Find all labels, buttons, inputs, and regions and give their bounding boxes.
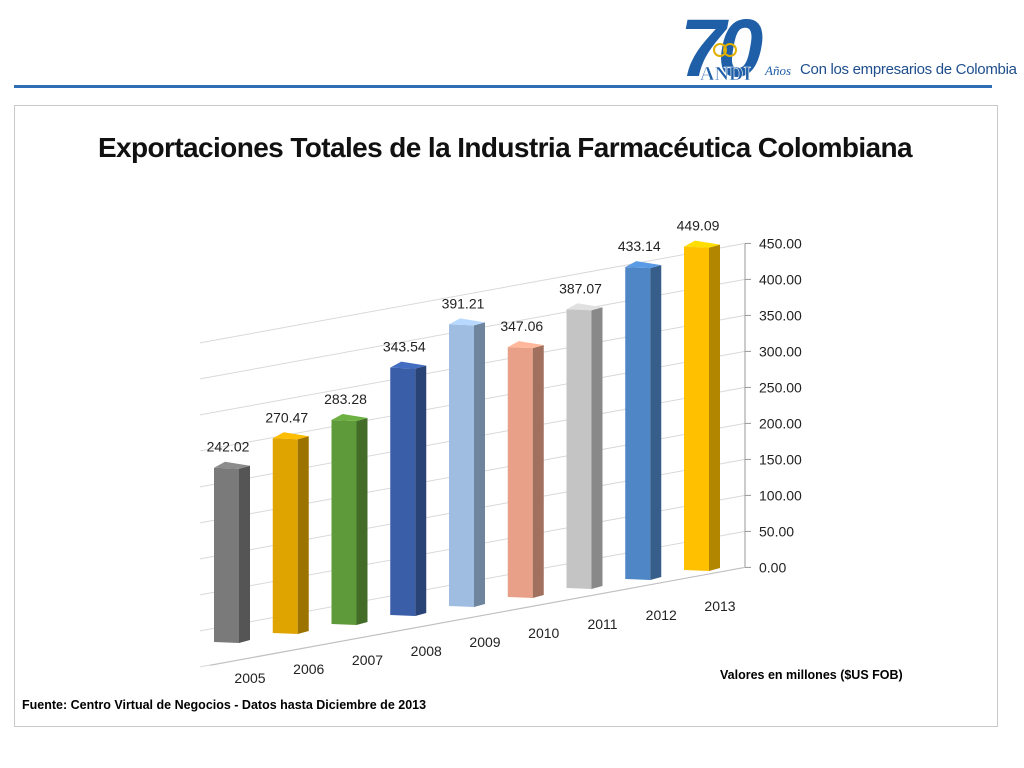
logo-tagline: Con los empresarios de Colombia [800,61,1017,78]
y-tick-label: 150.00 [759,451,802,467]
x-tick-label: 2012 [646,607,677,623]
y-tick-label: 200.00 [759,415,802,431]
data-label: 449.09 [677,218,720,234]
units-note: Valores en millones ($US FOB) [720,668,903,682]
logo-ring [723,43,737,57]
logo-anos: Años [765,63,791,78]
bar-front [331,420,357,625]
x-tick-label: 2005 [234,670,265,686]
bar [449,318,485,607]
bar-top [449,318,485,326]
header-divider [14,85,992,88]
bar-front [449,324,474,607]
bar [390,361,427,616]
y-axis-ticks: 0.00 50.00 100.00 150.00 200.00 250.00 300.00 3… [759,235,802,575]
bar [331,414,368,625]
bar-front [507,347,533,598]
data-label: 283.28 [324,391,367,407]
x-tick-label: 2011 [587,616,617,632]
bar-front [272,438,298,634]
data-label: 387.07 [559,280,602,296]
bar-side [709,244,720,571]
bar-front [566,309,592,589]
y-tick-label: 0.00 [759,559,786,575]
bar-top [214,461,250,469]
chart-title: Exportaciones Totales de la Industria Fa… [97,132,913,163]
bar-side [297,436,309,634]
chart-frame [14,105,998,727]
bar-side [591,307,603,589]
logo-ring [713,43,727,57]
x-axis-ticks: 2005 2006 2007 2008 2009 2010 2011 2012 2013 [234,598,735,686]
data-label: 391.21 [442,295,485,311]
y-tick-label: 100.00 [759,487,802,503]
x-tick-label: 2007 [352,652,383,668]
x-axis-line [209,566,746,666]
data-label: 347.06 [500,318,543,334]
bar-front [684,246,709,571]
bar-front [390,367,416,616]
bar-side [239,465,250,643]
bar [214,461,250,643]
gridline [199,242,746,344]
data-label: 433.14 [618,238,661,254]
x-tick-label: 2013 [704,598,735,614]
y-tick-label: 450.00 [759,235,802,251]
y-tick-label: 50.00 [759,523,794,539]
y-tick-label: 350.00 [759,307,802,323]
bar [625,261,662,580]
data-label: 270.47 [265,409,308,425]
x-tick-label: 2008 [411,643,442,659]
page-header: 70 ANDI Años Con los empresarios de Colo… [0,0,1024,90]
bar-front [625,267,651,580]
data-label: 343.54 [383,339,426,355]
y-tick-label: 400.00 [759,271,802,287]
x-tick-label: 2010 [528,625,559,641]
bar-top [507,341,544,349]
bar-top [566,303,603,311]
bar [272,432,309,634]
bar-side [532,345,544,598]
bar-top [272,432,309,440]
bars [214,240,720,643]
x-tick-label: 2009 [469,634,500,650]
logo-brand: ANDI [700,63,751,84]
bar-side [474,322,485,607]
bar-top [625,261,662,269]
bar-side [356,418,368,625]
y-tick-label: 300.00 [759,343,802,359]
bar-side [415,365,427,616]
bar-top [331,414,368,422]
bar-top [390,361,427,369]
x-tick-label: 2006 [293,661,324,677]
data-labels: 242.02 270.47 283.28 343.54 391.21 347.06 387.… [207,218,720,455]
bar [566,303,603,589]
y-tick-label: 250.00 [759,379,802,395]
source-note: Fuente: Centro Virtual de Negocios - Dat… [22,698,427,712]
andi-70-logo: 70 ANDI [680,8,771,84]
bar-front [214,467,239,643]
bar [507,341,544,598]
bar-top [684,240,720,248]
bar-side [650,265,662,580]
bar [684,240,720,571]
data-label: 242.02 [207,439,250,455]
